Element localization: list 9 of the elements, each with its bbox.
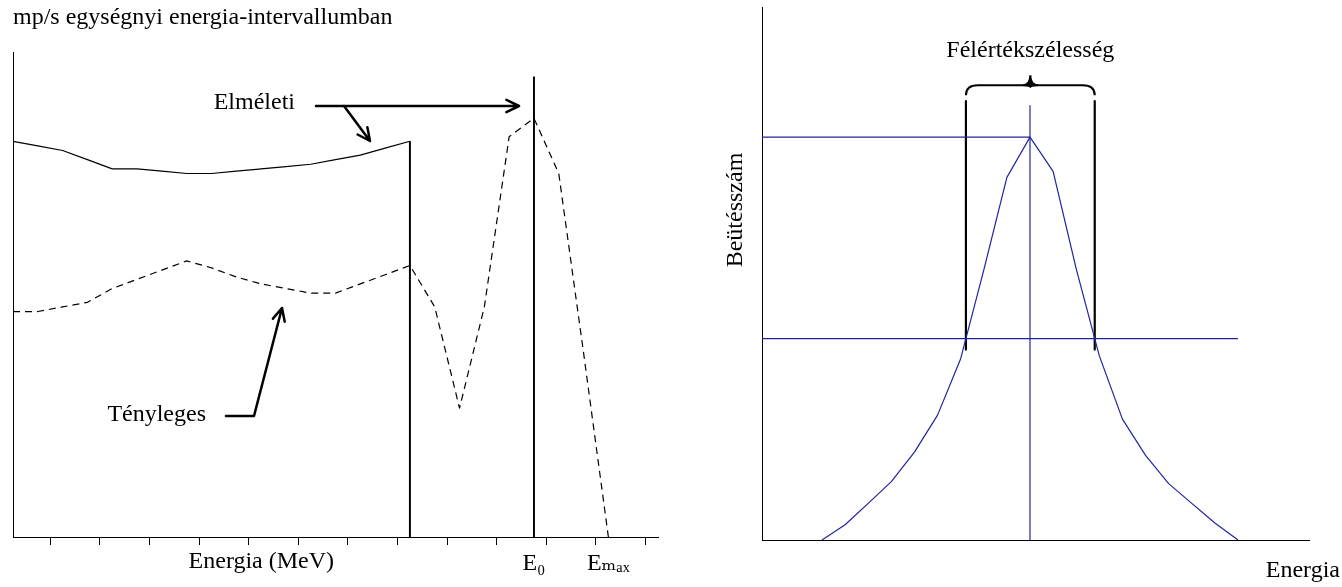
chart-title: mp/s egységnyi energia-intervallumban [13, 3, 393, 29]
x-tick-label: Eₘₐₓ [586, 548, 630, 575]
y-axis-title: Beütésszám [721, 152, 748, 268]
x-axis-title: Energia [1265, 556, 1341, 583]
annotation: Elméleti [213, 88, 296, 115]
x-axis-title: Energia (MeV) [188, 547, 335, 574]
annotation: Tényleges [107, 400, 206, 427]
text: Félértékszélesség [946, 36, 1115, 63]
x-tick-label: E₀ [522, 548, 546, 575]
